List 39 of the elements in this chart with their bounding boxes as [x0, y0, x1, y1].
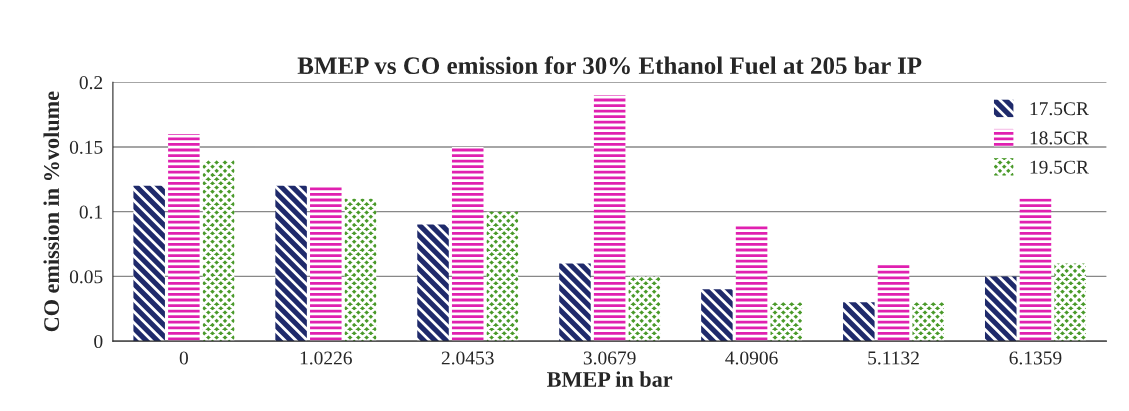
- x-tick-label: 6.1359: [1009, 351, 1062, 365]
- chart-title: BMEP vs CO emission for 30% Ethanol Fuel at 205 bar IP: [297, 56, 922, 75]
- bar: [486, 211, 519, 342]
- bar: [912, 302, 944, 342]
- bar: [1019, 198, 1052, 342]
- y-axis-title: CO emission in %volume: [43, 91, 60, 332]
- bar: [984, 276, 1017, 342]
- bar: [451, 146, 484, 342]
- y-tick-label: 0.1: [79, 205, 103, 219]
- y-tick-label: 0.05: [69, 270, 103, 284]
- bar: [770, 302, 803, 342]
- bar: [593, 95, 626, 342]
- bar: [275, 185, 307, 342]
- x-axis-title: BMEP in bar: [547, 371, 673, 387]
- bar: [344, 198, 377, 342]
- x-tick-label: 1.0226: [300, 351, 352, 365]
- x-tick-label: 2.0453: [441, 351, 494, 365]
- y-tick-label: 0: [94, 334, 103, 349]
- bar: [168, 133, 200, 342]
- bar: [202, 159, 235, 342]
- bar: [843, 302, 875, 342]
- bar: [701, 289, 733, 342]
- legend-label: 19.5CR: [1030, 160, 1089, 174]
- bar: [877, 263, 910, 342]
- y-tick-label: 0.15: [69, 140, 103, 154]
- bar: [417, 224, 449, 342]
- legend-label: 17.5CR: [1030, 102, 1089, 116]
- legend-label: 18.5CR: [1030, 131, 1089, 145]
- x-tick-label: 4.0906: [725, 351, 778, 365]
- x-tick-label: 0: [179, 351, 188, 365]
- x-tick-label: 3.0679: [583, 351, 636, 365]
- bar: [628, 276, 661, 342]
- bar: [133, 185, 165, 342]
- x-tick-label: 5.1132: [868, 351, 919, 365]
- bar: [1054, 263, 1086, 342]
- y-tick-label: 0.2: [79, 76, 103, 90]
- bar: [559, 263, 591, 342]
- bar: [310, 185, 342, 342]
- bar: [735, 224, 768, 342]
